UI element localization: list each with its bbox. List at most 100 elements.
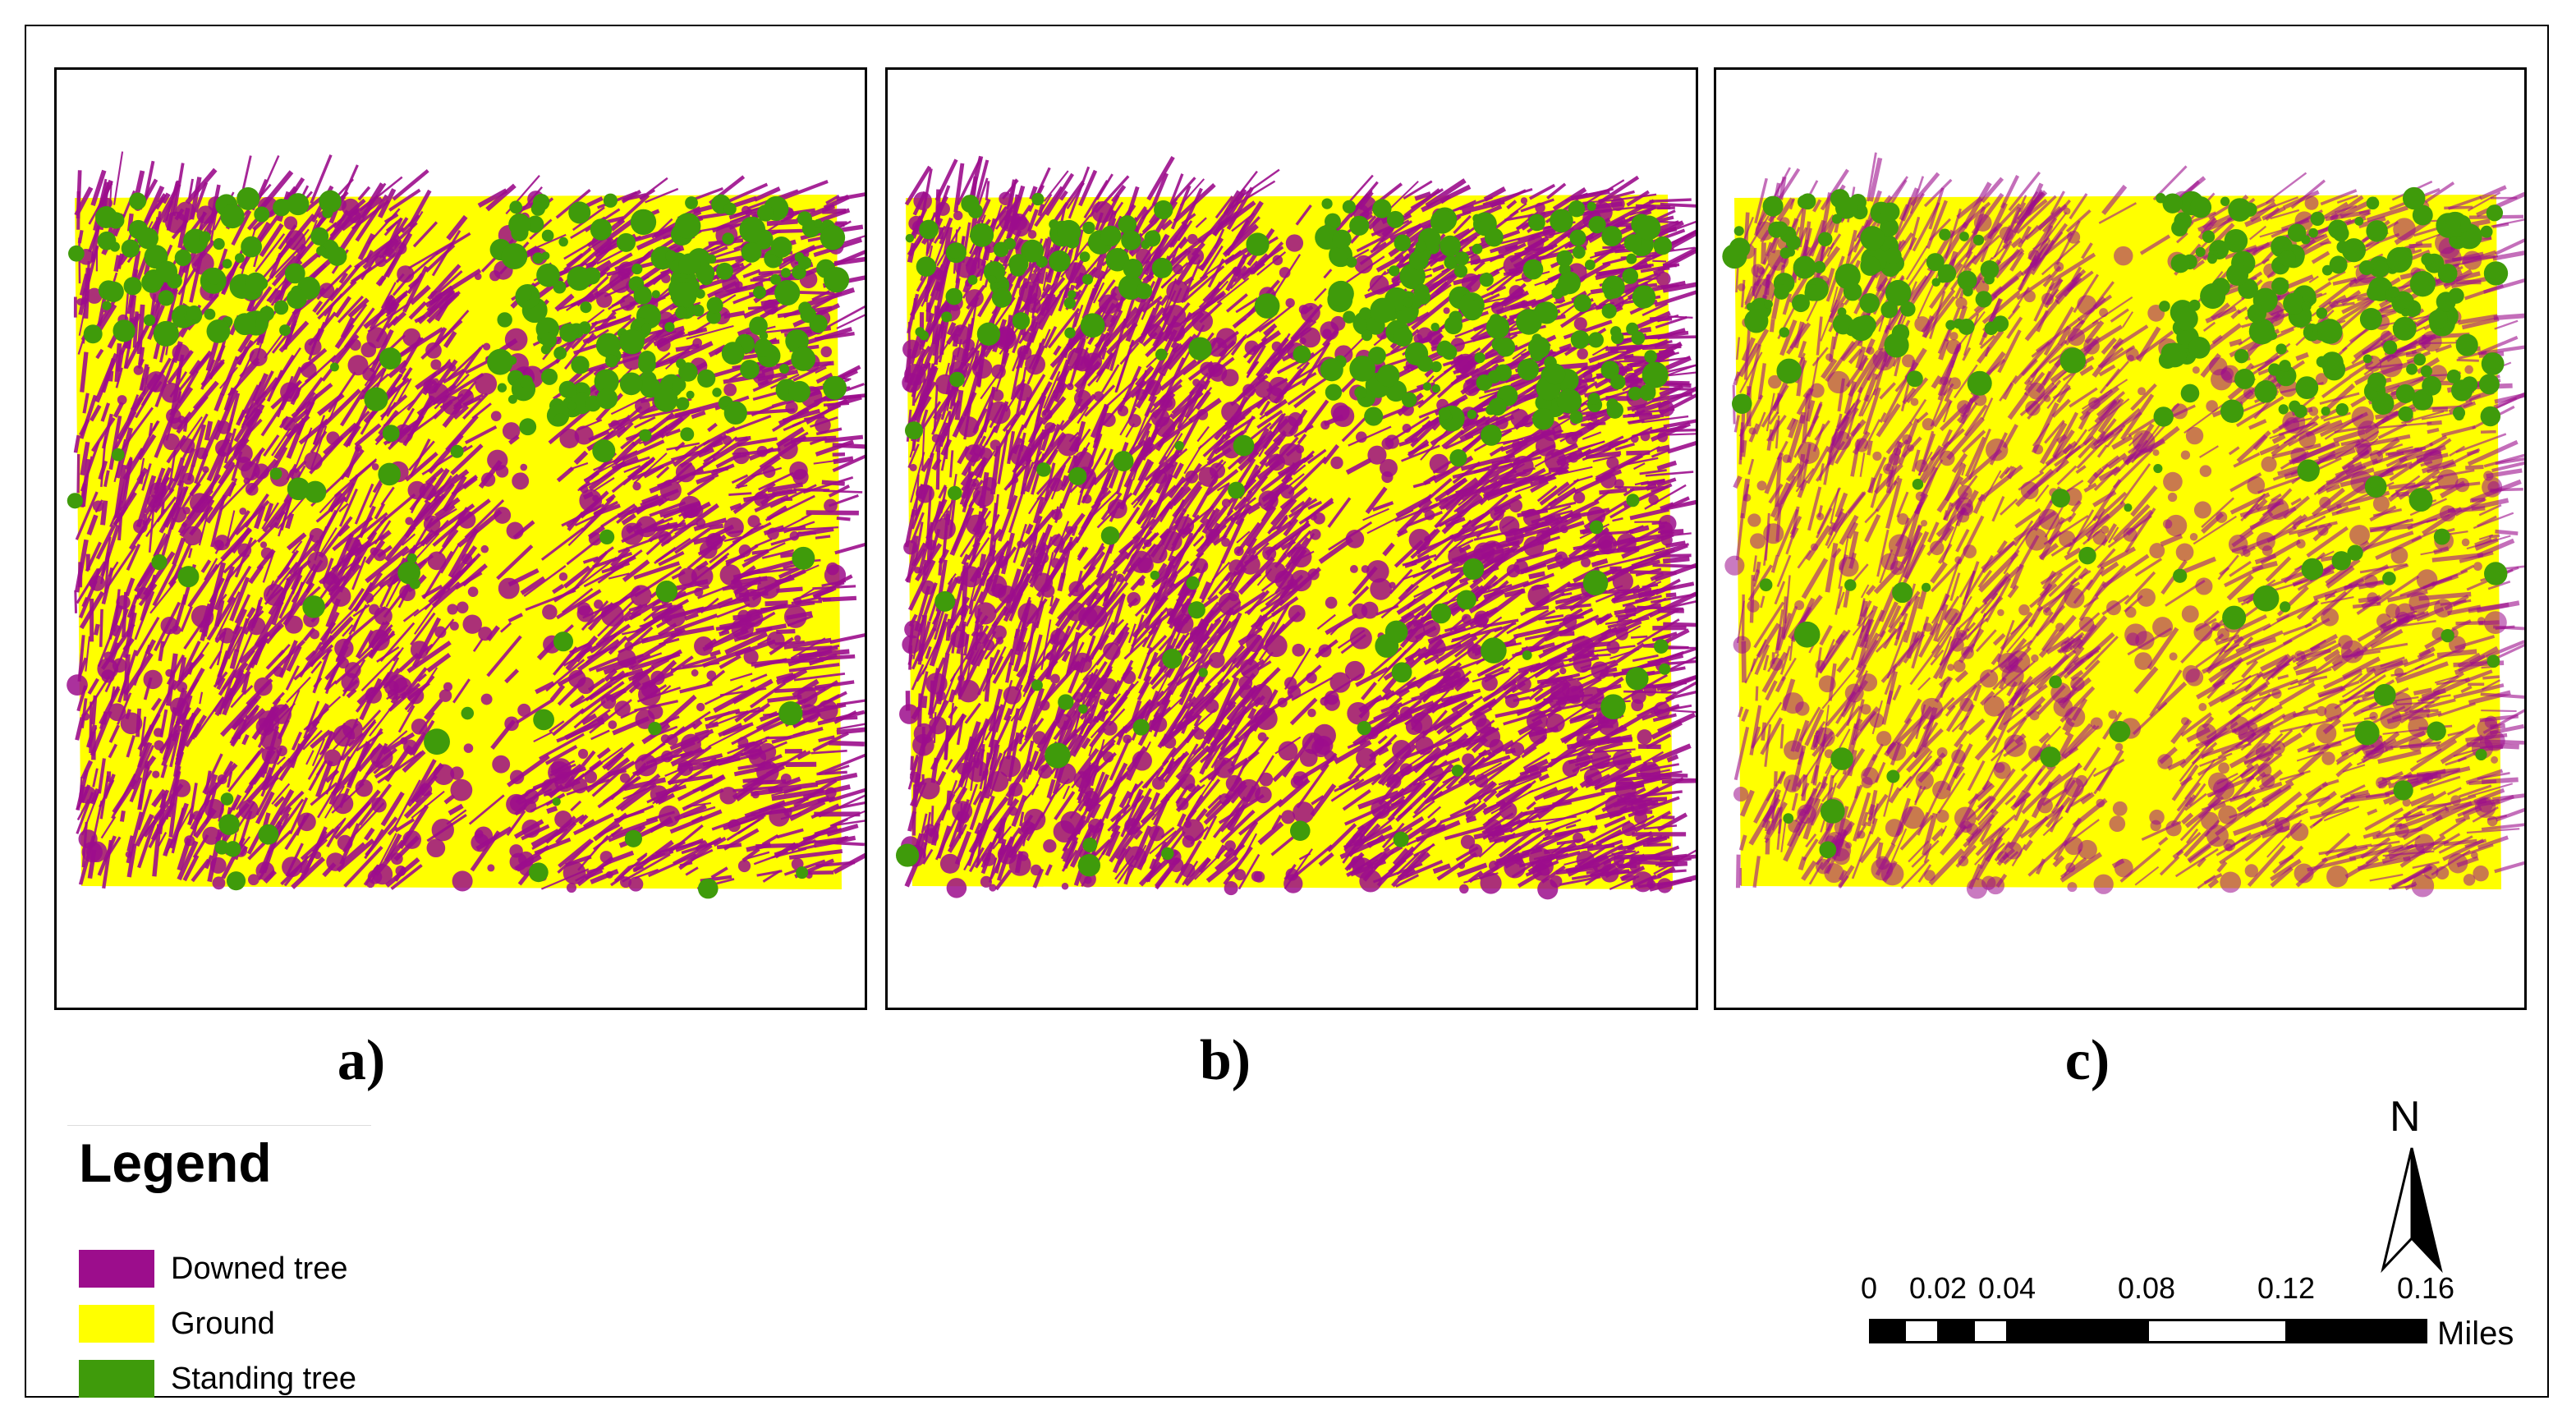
downed-tree-mark <box>910 452 925 503</box>
standing-tree-mark <box>97 231 117 250</box>
downed-tree-mark <box>1060 703 1083 747</box>
downed-tree-mark <box>573 700 606 729</box>
downed-tree-mark <box>425 519 449 545</box>
downed-tree-mark <box>339 389 366 427</box>
downed-tree-mark <box>443 682 453 691</box>
downed-tree-mark <box>1146 156 1175 201</box>
downed-tree-mark <box>1348 586 1370 608</box>
downed-tree-mark <box>271 704 292 724</box>
downed-tree-mark <box>602 742 635 770</box>
downed-tree-mark <box>1582 543 1600 551</box>
downed-tree-mark <box>1361 682 1377 700</box>
downed-tree-mark <box>379 493 416 525</box>
downed-tree-mark <box>168 465 186 494</box>
downed-tree-mark <box>1345 457 1372 475</box>
downed-tree-mark <box>177 370 199 404</box>
downed-tree-mark <box>741 205 751 215</box>
downed-tree-mark <box>734 586 750 602</box>
downed-tree-mark <box>763 299 778 315</box>
downed-tree-mark <box>820 346 832 358</box>
downed-tree-mark <box>1157 627 1178 668</box>
downed-tree-mark <box>87 677 99 695</box>
downed-tree-mark <box>245 746 265 770</box>
downed-tree-mark <box>674 441 686 452</box>
standing-tree-mark <box>721 342 745 365</box>
downed-tree-mark <box>312 421 326 446</box>
downed-tree-mark <box>281 416 296 431</box>
standing-tree-mark <box>254 206 270 223</box>
downed-tree-mark <box>788 849 843 860</box>
downed-tree-mark <box>1604 815 1626 829</box>
standing-tree-mark <box>382 425 400 443</box>
downed-tree-mark <box>600 694 617 710</box>
downed-tree-mark <box>80 712 90 721</box>
downed-tree-mark <box>90 710 112 757</box>
downed-tree-mark <box>679 682 713 694</box>
downed-tree-mark <box>1462 199 1505 214</box>
downed-tree-mark <box>815 427 843 436</box>
downed-tree-mark <box>834 542 865 555</box>
downed-tree-mark <box>1499 237 1521 245</box>
standing-tree-mark <box>273 300 289 315</box>
downed-tree-mark <box>665 428 681 437</box>
standing-tree-mark <box>797 211 812 227</box>
downed-tree-mark <box>239 507 247 515</box>
standing-tree-mark <box>273 199 291 217</box>
standing-tree-mark <box>199 231 211 243</box>
downed-tree-mark <box>1159 294 1169 306</box>
downed-tree-mark <box>988 704 1004 748</box>
downed-tree-mark <box>1456 696 1483 715</box>
downed-tree-mark <box>697 447 714 458</box>
downed-tree-mark <box>85 541 102 572</box>
downed-tree-mark <box>452 870 473 892</box>
downed-tree-mark <box>815 535 831 540</box>
standing-tree-mark <box>665 250 677 262</box>
downed-tree-mark <box>756 445 769 457</box>
downed-tree-mark <box>165 668 173 677</box>
standing-tree-mark <box>664 322 675 333</box>
downed-tree-mark <box>1653 547 1665 553</box>
downed-tree-mark <box>704 684 744 705</box>
downed-tree-mark <box>361 710 382 731</box>
downed-tree-mark <box>1626 190 1650 207</box>
downed-tree-mark <box>968 847 985 873</box>
downed-tree-mark <box>135 813 154 847</box>
downed-tree-mark <box>931 413 943 435</box>
downed-tree-mark <box>134 562 154 593</box>
downed-tree-mark <box>549 720 565 732</box>
downed-tree-mark <box>1656 460 1678 471</box>
downed-tree-mark <box>117 512 123 541</box>
standing-tree-mark <box>553 280 567 294</box>
downed-tree-mark <box>343 845 383 888</box>
downed-tree-mark <box>1356 236 1385 253</box>
downed-tree-mark <box>1245 464 1260 486</box>
downed-tree-mark <box>668 341 714 365</box>
standing-tree-mark <box>526 215 544 233</box>
downed-tree-mark <box>705 757 719 769</box>
downed-tree-mark <box>421 584 443 599</box>
downed-tree-mark <box>480 544 489 553</box>
downed-tree-mark <box>539 358 560 374</box>
downed-tree-mark <box>686 475 715 497</box>
downed-tree-mark <box>319 621 337 642</box>
downed-tree-mark <box>1256 250 1287 276</box>
downed-tree-mark <box>133 519 148 534</box>
downed-tree-mark <box>792 645 833 651</box>
downed-tree-mark <box>1629 209 1650 216</box>
downed-tree-mark <box>593 477 615 493</box>
downed-tree-mark <box>147 494 161 508</box>
downed-tree-mark <box>1651 743 1692 764</box>
downed-tree-mark <box>991 606 1009 629</box>
downed-tree-mark <box>815 366 827 374</box>
downed-tree-mark <box>793 672 846 682</box>
downed-tree-mark <box>408 301 427 320</box>
downed-tree-mark <box>1293 389 1316 409</box>
standing-tree-mark <box>655 580 678 603</box>
downed-tree-mark <box>619 773 631 783</box>
downed-tree-mark <box>1411 294 1453 331</box>
downed-tree-mark <box>278 490 295 537</box>
downed-tree-mark <box>1020 515 1043 567</box>
standing-tree-mark <box>536 263 560 287</box>
downed-tree-mark <box>1215 844 1226 860</box>
downed-tree-mark <box>1026 209 1039 232</box>
